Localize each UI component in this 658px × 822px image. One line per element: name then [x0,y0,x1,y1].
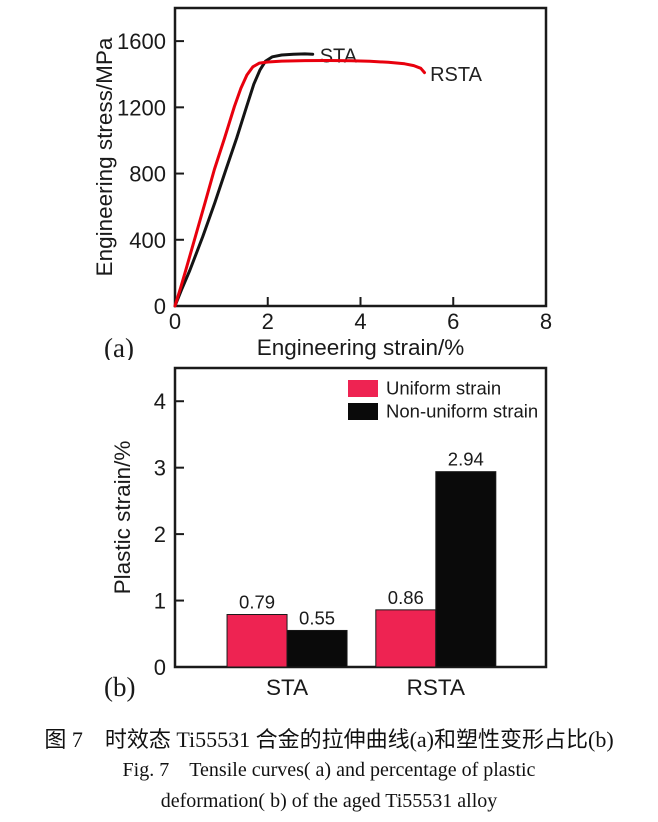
figure-caption: 图 7 时效态 Ti55531 合金的拉伸曲线(a)和塑性变形占比(b) Fig… [0,724,658,817]
category-label-rsta: RSTA [407,675,465,700]
y-tick-label: 1600 [117,29,166,54]
bar-sta-non-uniform [286,629,348,668]
x-tick-label: 2 [262,309,274,334]
panel-label: (b) [104,672,135,702]
y-tick-label: 2 [154,522,166,547]
caption-english-line1: Fig. 7 Tensile curves( a) and percentage… [122,759,536,781]
curve-label-sta: STA [320,46,358,68]
x-tick-label: 4 [354,309,366,334]
y-tick-label: 400 [129,228,166,253]
y-tick-label: 800 [129,162,166,187]
legend-label: Uniform strain [386,378,501,399]
y-axis-title: Plastic strain/% [110,441,135,595]
bar-rsta-uniform [375,609,437,668]
plot-box [173,366,548,669]
x-tick-label: 8 [540,309,552,334]
bar-rsta-non-uniform [435,471,497,668]
y-tick-label: 0 [154,294,166,319]
y-tick-label: 3 [154,456,166,481]
bar-sta-uniform [226,614,288,668]
bar-value-label: 0.86 [388,587,424,608]
y-tick-label: 1200 [117,95,166,120]
curve-sta [173,52,315,308]
caption-english-line2: deformation( b) of the aged Ti55531 allo… [160,790,498,812]
category-label-sta: STA [266,675,308,700]
curve-rsta [173,59,426,308]
panel-label: (a) [104,333,134,360]
curve-label-rsta: RSTA [430,64,483,86]
legend-swatch-uniform [348,380,378,397]
y-tick-label: 1 [154,589,166,614]
y-tick-label: 4 [154,389,166,414]
x-tick-label: 0 [169,309,181,334]
bar-value-label: 0.55 [299,607,335,628]
x-axis-title: Engineering strain/% [257,335,465,360]
y-tick-label: 0 [154,655,166,680]
plastic-strain-bar-chart: 0 1 2 3 4 Plastic strain/% (b) STA 0.79 0.55 RSTA 0… [104,366,548,702]
bar-value-label: 2.94 [448,449,484,470]
legend-swatch-non-uniform [348,403,378,420]
legend-label: Non-uniform strain [386,401,538,422]
caption-chinese: 图 7 时效态 Ti55531 合金的拉伸曲线(a)和塑性变形占比(b) [44,727,614,752]
bar-value-label: 0.79 [239,592,275,613]
x-tick-label: 6 [447,309,459,334]
y-axis-title: Engineering stress/MPa [92,37,117,276]
